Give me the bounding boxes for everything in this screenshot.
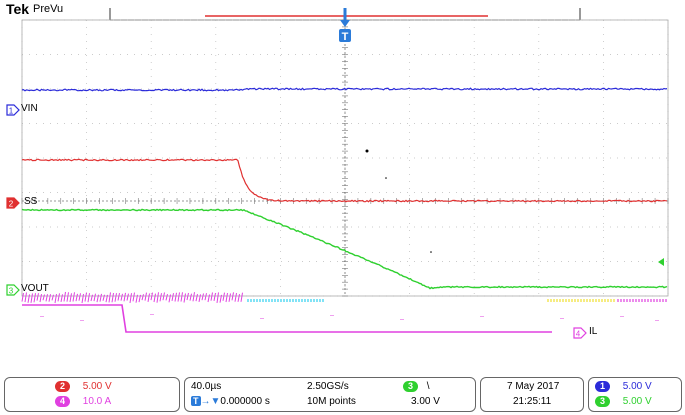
- date: 7 May 2017: [507, 381, 559, 392]
- horizontal-position: T →▼0.000000 s: [191, 396, 270, 407]
- arrow-icon: →▼: [201, 396, 221, 407]
- ch4-badge: 4: [55, 396, 70, 407]
- ch1-scale: 5.00 V: [623, 381, 652, 392]
- ch1-trace: [22, 88, 667, 91]
- trigger-source-badge: 3: [403, 381, 418, 392]
- traces: [22, 88, 667, 332]
- cyan-segment: [248, 299, 323, 302]
- trigger-slope-icon: \: [427, 381, 430, 392]
- ch4-scale: 10.0 A: [83, 396, 111, 407]
- svg-text:3: 3: [9, 287, 14, 296]
- ch2-scale: 5.00 V: [83, 381, 112, 392]
- svg-text:2: 2: [9, 200, 14, 209]
- time: 21:25:11: [513, 396, 551, 407]
- yellow-segment: [548, 299, 614, 302]
- ch4-trace: [22, 305, 552, 332]
- datetime-readout: 7 May 2017 21:25:11: [480, 377, 584, 412]
- trigger-marker-label: T: [342, 31, 349, 43]
- vertical-readout-left[interactable]: 2 5.00 V 4 10.0 A: [4, 377, 180, 412]
- waveform-display: T: [0, 0, 685, 372]
- ch2-ground-marker[interactable]: 2: [6, 196, 20, 214]
- ch3-trace: [22, 209, 667, 288]
- record-length: 10M points: [307, 396, 356, 407]
- sample-rate: 2.50GS/s: [307, 381, 349, 392]
- ch2-trace: [22, 159, 667, 201]
- magenta-segment: [618, 299, 666, 302]
- ch3-ground-marker[interactable]: 3: [6, 283, 20, 301]
- timebase-readout[interactable]: 40.0µs T →▼0.000000 s 2.50GS/s 10M points…: [184, 377, 476, 412]
- trigger-position-marker[interactable]: T: [339, 8, 351, 43]
- svg-text:1: 1: [9, 107, 14, 116]
- timebase-scale: 40.0µs: [191, 381, 221, 392]
- svg-text:4: 4: [576, 330, 581, 339]
- trigger-level-indicator[interactable]: [658, 258, 664, 266]
- ch4-label: IL: [589, 326, 597, 337]
- graticule: [22, 20, 668, 296]
- ch1-label: VIN: [21, 103, 38, 114]
- ch2-badge: 2: [55, 381, 70, 392]
- vertical-readout-right[interactable]: 1 5.00 V 3 5.00 V: [588, 377, 682, 412]
- ch2-label: SS: [24, 196, 37, 207]
- trigger-level: 3.00 V: [411, 396, 440, 407]
- trigger-marker-badge: T: [191, 396, 201, 406]
- ch3-badge: 3: [595, 396, 610, 407]
- ch4-switching: [22, 292, 243, 303]
- ch3-scale: 5.00 V: [623, 396, 652, 407]
- ch3-label: VOUT: [21, 283, 49, 294]
- ch1-ground-marker[interactable]: 1: [6, 103, 20, 121]
- ch4-ground-marker[interactable]: 4: [573, 326, 587, 344]
- ch1-badge: 1: [595, 381, 610, 392]
